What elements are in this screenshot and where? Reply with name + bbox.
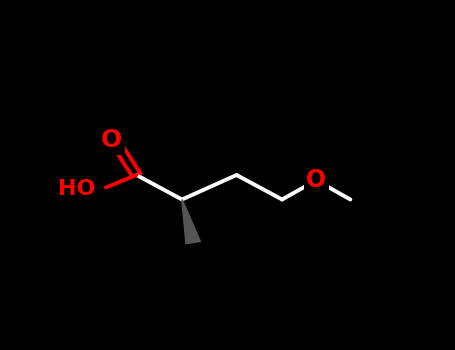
Text: O: O: [101, 128, 122, 152]
Polygon shape: [181, 199, 202, 245]
Text: O: O: [306, 168, 326, 191]
Text: HO: HO: [58, 179, 96, 199]
